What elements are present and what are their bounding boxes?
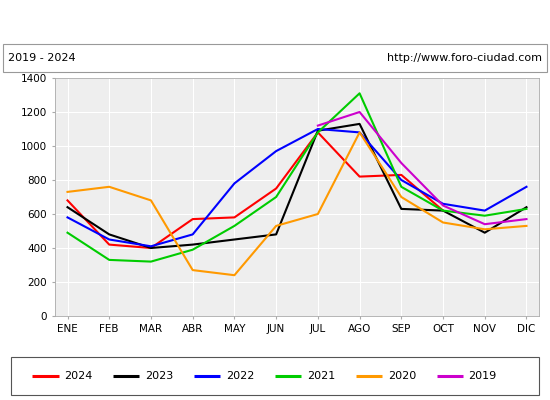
- 2020: [481, 227, 488, 232]
- 2021: [64, 230, 71, 235]
- 2021: [481, 213, 488, 218]
- 2024: [398, 172, 405, 177]
- Text: http://www.foro-ciudad.com: http://www.foro-ciudad.com: [387, 53, 542, 63]
- Text: 2019 - 2024: 2019 - 2024: [8, 53, 76, 63]
- 2022: [106, 237, 113, 242]
- 2020: [147, 198, 154, 203]
- Text: 2021: 2021: [307, 371, 335, 381]
- 2021: [147, 259, 154, 264]
- 2023: [440, 208, 447, 213]
- 2020: [315, 212, 321, 216]
- 2022: [356, 130, 363, 135]
- 2021: [315, 130, 321, 135]
- Text: 2023: 2023: [145, 371, 173, 381]
- 2020: [231, 273, 238, 278]
- 2023: [315, 128, 321, 133]
- 2023: [147, 246, 154, 250]
- 2020: [106, 184, 113, 189]
- 2021: [231, 224, 238, 228]
- 2023: [481, 230, 488, 235]
- 2022: [315, 126, 321, 131]
- 2023: [106, 232, 113, 237]
- 2024: [273, 186, 279, 191]
- 2021: [398, 184, 405, 189]
- Line: 2024: 2024: [68, 132, 443, 248]
- 2024: [189, 217, 196, 222]
- 2022: [481, 208, 488, 213]
- 2020: [189, 268, 196, 272]
- 2024: [231, 215, 238, 220]
- 2019: [440, 203, 447, 208]
- 2019: [481, 222, 488, 226]
- 2024: [315, 130, 321, 135]
- 2020: [273, 224, 279, 228]
- Text: Evolucion Nº Turistas Nacionales en el municipio de Grijota: Evolucion Nº Turistas Nacionales en el m…: [59, 14, 491, 28]
- 2022: [147, 244, 154, 249]
- 2021: [273, 194, 279, 199]
- 2019: [398, 160, 405, 166]
- 2020: [523, 224, 530, 228]
- 2023: [398, 206, 405, 211]
- Text: 2020: 2020: [388, 371, 416, 381]
- 2022: [64, 215, 71, 220]
- 2019: [315, 123, 321, 128]
- 2023: [231, 237, 238, 242]
- Line: 2023: 2023: [68, 124, 526, 248]
- Line: 2022: 2022: [68, 129, 526, 246]
- 2021: [356, 91, 363, 96]
- 2022: [231, 181, 238, 186]
- 2023: [356, 122, 363, 126]
- 2020: [64, 190, 71, 194]
- 2020: [356, 130, 363, 135]
- 2021: [106, 258, 113, 262]
- Line: 2020: 2020: [68, 132, 526, 275]
- 2021: [440, 208, 447, 213]
- 2023: [189, 242, 196, 247]
- 2022: [189, 232, 196, 237]
- 2022: [273, 149, 279, 154]
- 2023: [273, 232, 279, 237]
- Text: 2024: 2024: [64, 371, 92, 381]
- Text: 2019: 2019: [469, 371, 497, 381]
- 2023: [64, 205, 71, 210]
- 2019: [523, 217, 530, 222]
- 2024: [147, 246, 154, 250]
- 2020: [398, 194, 405, 199]
- 2024: [440, 208, 447, 213]
- 2024: [106, 242, 113, 247]
- 2023: [523, 205, 530, 210]
- 2021: [189, 247, 196, 252]
- 2021: [523, 206, 530, 211]
- 2019: [356, 110, 363, 114]
- 2022: [398, 178, 405, 182]
- 2024: [356, 174, 363, 179]
- Line: 2021: 2021: [68, 93, 526, 262]
- 2022: [523, 184, 530, 189]
- Line: 2019: 2019: [318, 112, 526, 224]
- 2024: [64, 198, 71, 203]
- Text: 2022: 2022: [226, 371, 254, 381]
- 2022: [440, 202, 447, 206]
- 2020: [440, 220, 447, 225]
